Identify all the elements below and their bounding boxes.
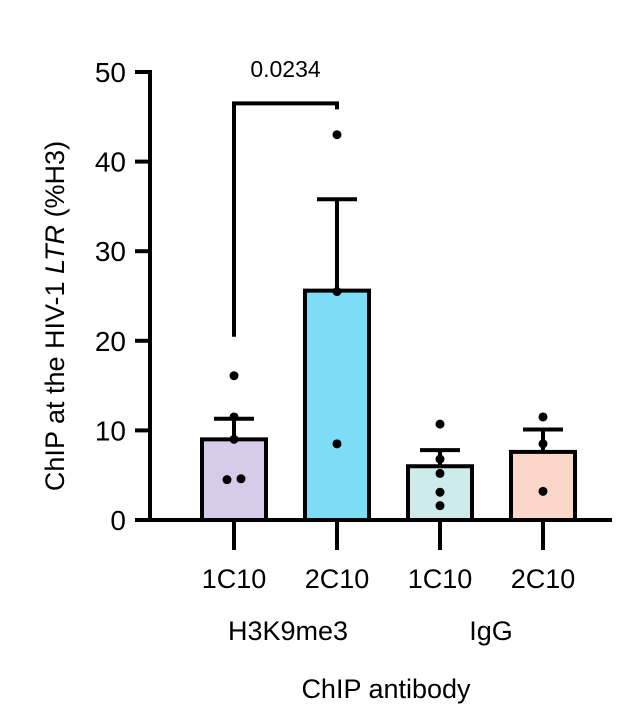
bar-4 bbox=[509, 449, 577, 522]
data-point-3-3 bbox=[435, 468, 445, 478]
x-tick-label-4: 2C10 bbox=[511, 564, 576, 594]
data-point-1-1 bbox=[222, 475, 232, 485]
data-point-4-3 bbox=[538, 412, 548, 422]
y-tick-label-30: 30 bbox=[95, 236, 126, 267]
p-value-label: 0.0234 bbox=[250, 56, 321, 82]
bar-1 bbox=[200, 437, 268, 522]
data-point-2-3 bbox=[332, 130, 342, 140]
x-tick-label-2: 2C10 bbox=[305, 564, 370, 594]
y-tick-label-50: 50 bbox=[95, 57, 126, 88]
bar-2 bbox=[303, 288, 371, 522]
group-label-h3k9me3: H3K9me3 bbox=[228, 616, 348, 646]
data-point-3-1 bbox=[435, 501, 445, 511]
y-tick-label-40: 40 bbox=[95, 147, 126, 178]
data-point-2-1 bbox=[332, 439, 342, 449]
y-tick-label-10: 10 bbox=[95, 415, 126, 446]
data-point-3-4 bbox=[435, 454, 445, 464]
data-point-3-2 bbox=[435, 487, 445, 497]
x-axis: 1C10 2C10 1C10 2C10 H3K9me3 IgG bbox=[148, 518, 612, 646]
x-tick-label-3: 1C10 bbox=[408, 564, 473, 594]
data-point-1-4 bbox=[229, 412, 239, 422]
significance-bracket: 0.0234 bbox=[232, 56, 339, 337]
data-point-4-1 bbox=[538, 486, 548, 496]
x-tick-label-1: 1C10 bbox=[202, 564, 267, 594]
bars-layer bbox=[200, 130, 577, 522]
axis-labels: ChIP at the HIV-1 LTR (%H3) ChIP antibody bbox=[40, 141, 471, 704]
y-axis-title: ChIP at the HIV-1 LTR (%H3) bbox=[40, 141, 70, 491]
data-point-1-3 bbox=[229, 434, 239, 444]
y-tick-label-0: 0 bbox=[110, 505, 126, 536]
y-axis: 0 10 20 30 40 50 bbox=[95, 57, 152, 536]
data-point-3-5 bbox=[435, 419, 445, 429]
data-point-4-2 bbox=[538, 439, 548, 449]
group-label-igg: IgG bbox=[469, 616, 513, 646]
data-point-1-5 bbox=[229, 371, 239, 381]
bracket-line bbox=[232, 101, 339, 337]
y-tick-label-20: 20 bbox=[95, 326, 126, 357]
x-axis-title: ChIP antibody bbox=[301, 674, 471, 704]
data-point-1-2 bbox=[236, 474, 246, 484]
data-point-2-2 bbox=[332, 287, 342, 297]
